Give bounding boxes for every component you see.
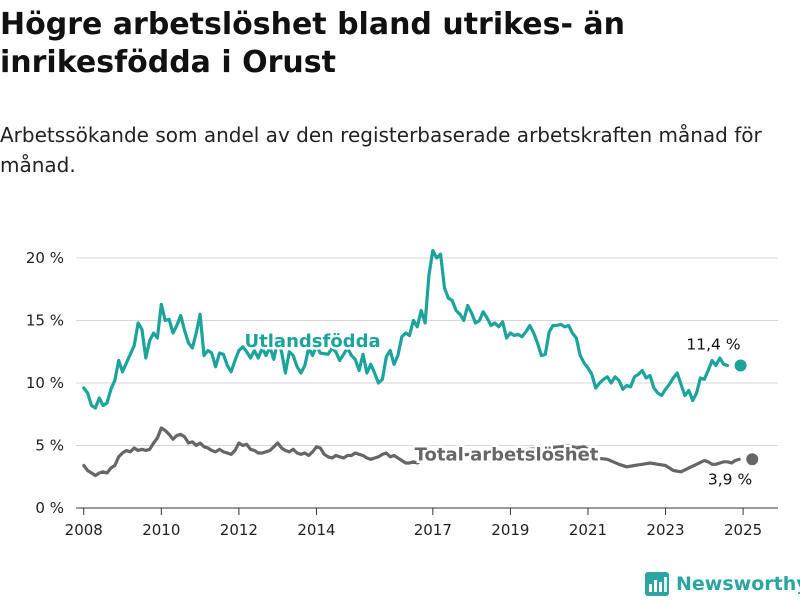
newsworthy-logo: Newsworthy: [644, 568, 800, 600]
series-end-dot: [746, 453, 759, 466]
end-value-label: 11,4 %: [686, 336, 740, 354]
series-line-utlandsfodda: [82, 248, 730, 410]
y-tick-label: 10 %: [26, 374, 64, 392]
chart-title: Högre arbetslöshet bland utrikes- än inr…: [0, 7, 625, 80]
grid-lines: [76, 257, 778, 509]
x-tick-label: 2010: [142, 521, 180, 539]
x-tick-label: 2021: [569, 521, 607, 539]
x-tick-label: 2008: [65, 521, 103, 539]
y-tick-label: 15 %: [26, 312, 64, 330]
x-tick-label: 2025: [724, 521, 762, 539]
series-lines: [82, 248, 759, 478]
series-line-total: [82, 426, 741, 478]
brand-name: Newsworthy: [676, 573, 800, 595]
x-tick-label: 2014: [297, 521, 335, 539]
x-tick-label: 2019: [491, 521, 529, 539]
y-tick-label: 20 %: [26, 249, 64, 267]
x-axis: 2008 2010 2012 2014 2017 2019 2021 2023 2025: [65, 508, 762, 539]
y-tick-label: 0 %: [35, 499, 64, 517]
chart-logo-icon: [645, 572, 669, 596]
series-annotation-label: Total arbetslöshet: [415, 445, 599, 466]
y-axis-labels: 0 % 5 % 10 % 15 % 20 %: [26, 249, 64, 517]
series-end-dot: [734, 359, 747, 372]
x-tick-label: 2023: [646, 521, 684, 539]
y-tick-label: 5 %: [35, 437, 64, 455]
series-labels: 11,4 % 3,9 % Utlandsfödda Total arbetslöshe…: [242, 328, 752, 488]
chart-subtitle: Arbetssökande som andel av den registerb…: [0, 123, 762, 177]
end-value-label: 3,9 %: [708, 470, 752, 488]
series-annotation-label: Utlandsfödda: [245, 331, 381, 352]
x-tick-label: 2012: [220, 521, 258, 539]
x-tick-label: 2017: [414, 521, 452, 539]
